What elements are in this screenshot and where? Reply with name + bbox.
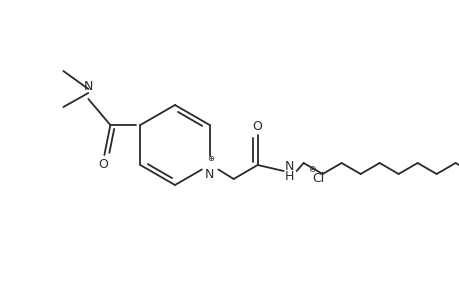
Text: ⊕: ⊕	[207, 154, 214, 163]
Text: ⊖: ⊖	[308, 166, 315, 175]
Text: N: N	[284, 160, 293, 173]
Text: Cl: Cl	[311, 172, 324, 184]
Text: N: N	[205, 168, 214, 181]
Text: N: N	[84, 80, 93, 93]
Text: H: H	[284, 169, 293, 182]
Text: O: O	[252, 121, 262, 134]
Text: O: O	[98, 158, 108, 170]
